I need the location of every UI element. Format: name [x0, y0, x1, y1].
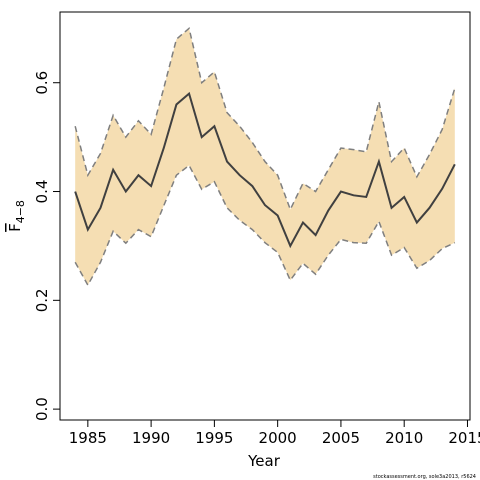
confidence-band	[75, 28, 455, 286]
footnote: stockassessment.org, sole3a2013, r5624	[373, 474, 476, 480]
plot-frame	[59, 11, 471, 421]
x-tick-label: 1990	[132, 429, 170, 447]
y-label-sub: 4−8	[14, 200, 27, 223]
x-tick-label: 2000	[259, 429, 297, 447]
y-tick-label: 0.2	[33, 288, 51, 312]
y-label-main: F	[6, 223, 24, 232]
y-axis-label: F4−8	[6, 200, 27, 232]
x-tick-label: 2005	[322, 429, 360, 447]
y-tick-label: 0.0	[33, 397, 51, 421]
x-tick-label: 2010	[385, 429, 423, 447]
y-axis-label-text: F4−8	[6, 200, 27, 232]
estimate-line	[74, 91, 456, 249]
lower-bound	[74, 164, 456, 287]
x-tick-label: 2015	[448, 429, 480, 447]
upper-bound	[74, 26, 456, 212]
x-axis-label: Year	[247, 452, 281, 470]
y-tick-label: 0.6	[33, 71, 51, 95]
x-tick-label: 1985	[69, 429, 107, 447]
x-tick-label: 1995	[195, 429, 233, 447]
y-tick-label: 0.4	[33, 180, 51, 204]
